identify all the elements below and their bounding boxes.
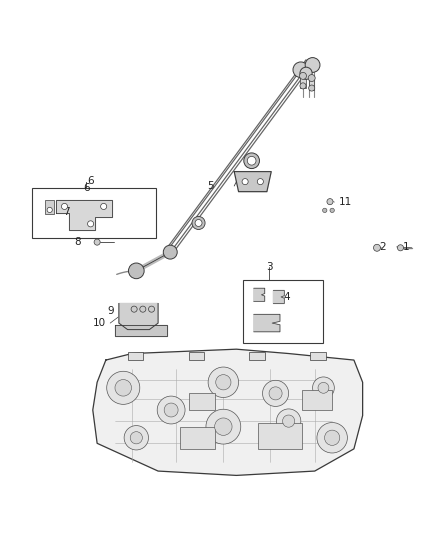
Text: 7: 7 bbox=[64, 207, 70, 217]
Circle shape bbox=[115, 379, 131, 396]
Text: 2: 2 bbox=[379, 242, 385, 252]
Circle shape bbox=[317, 423, 347, 453]
Circle shape bbox=[300, 67, 312, 79]
Circle shape bbox=[157, 396, 185, 424]
Circle shape bbox=[47, 207, 52, 213]
Circle shape bbox=[318, 382, 329, 393]
Text: 6: 6 bbox=[83, 183, 89, 193]
Text: 1: 1 bbox=[403, 242, 410, 252]
Circle shape bbox=[308, 75, 315, 82]
Polygon shape bbox=[115, 325, 167, 336]
Circle shape bbox=[101, 204, 107, 209]
Bar bbox=[243, 279, 323, 343]
Circle shape bbox=[130, 432, 142, 444]
Circle shape bbox=[107, 372, 140, 405]
Polygon shape bbox=[254, 288, 265, 301]
Circle shape bbox=[293, 62, 309, 78]
Text: 5: 5 bbox=[207, 181, 214, 191]
Circle shape bbox=[397, 245, 403, 251]
Polygon shape bbox=[254, 314, 280, 332]
Bar bbox=[127, 352, 143, 360]
Text: 8: 8 bbox=[74, 237, 81, 247]
Polygon shape bbox=[234, 172, 271, 192]
Bar bbox=[258, 423, 302, 449]
Circle shape bbox=[325, 430, 340, 446]
Polygon shape bbox=[273, 290, 284, 303]
Text: 10: 10 bbox=[93, 318, 106, 328]
Bar bbox=[302, 391, 332, 410]
Circle shape bbox=[322, 208, 327, 213]
Circle shape bbox=[309, 85, 315, 91]
Text: 11: 11 bbox=[339, 197, 352, 207]
Circle shape bbox=[276, 409, 301, 433]
Circle shape bbox=[215, 418, 232, 435]
Circle shape bbox=[283, 415, 295, 427]
Circle shape bbox=[300, 72, 307, 79]
Text: 3: 3 bbox=[266, 262, 272, 272]
Circle shape bbox=[195, 220, 202, 227]
Circle shape bbox=[94, 239, 100, 245]
Circle shape bbox=[148, 306, 155, 312]
Circle shape bbox=[128, 263, 144, 279]
Bar bbox=[32, 188, 156, 238]
Circle shape bbox=[300, 83, 306, 89]
Circle shape bbox=[131, 306, 137, 312]
Text: 6: 6 bbox=[87, 176, 94, 186]
Bar bbox=[45, 200, 54, 214]
Circle shape bbox=[163, 245, 177, 259]
Circle shape bbox=[192, 216, 205, 230]
Bar bbox=[188, 393, 215, 410]
Text: 4: 4 bbox=[283, 292, 290, 302]
Circle shape bbox=[262, 381, 289, 407]
Text: 9: 9 bbox=[107, 306, 113, 316]
Circle shape bbox=[313, 377, 334, 399]
Circle shape bbox=[164, 403, 178, 417]
Circle shape bbox=[247, 156, 256, 165]
Circle shape bbox=[216, 375, 231, 390]
Circle shape bbox=[124, 425, 148, 450]
Circle shape bbox=[208, 367, 239, 398]
Circle shape bbox=[327, 199, 333, 205]
Circle shape bbox=[61, 204, 67, 209]
Circle shape bbox=[88, 221, 94, 227]
Circle shape bbox=[140, 306, 146, 312]
Polygon shape bbox=[119, 303, 158, 329]
Circle shape bbox=[330, 208, 334, 213]
Circle shape bbox=[305, 58, 320, 72]
Bar bbox=[250, 352, 265, 360]
Bar bbox=[300, 75, 306, 88]
Circle shape bbox=[257, 179, 263, 184]
Bar bbox=[309, 77, 314, 90]
Bar bbox=[188, 352, 204, 360]
Bar bbox=[311, 352, 325, 360]
Circle shape bbox=[374, 244, 381, 251]
Circle shape bbox=[269, 387, 282, 400]
Circle shape bbox=[242, 179, 248, 184]
Bar bbox=[180, 427, 215, 449]
Circle shape bbox=[206, 409, 241, 444]
Polygon shape bbox=[93, 349, 363, 475]
Circle shape bbox=[244, 153, 259, 168]
Polygon shape bbox=[56, 200, 113, 230]
